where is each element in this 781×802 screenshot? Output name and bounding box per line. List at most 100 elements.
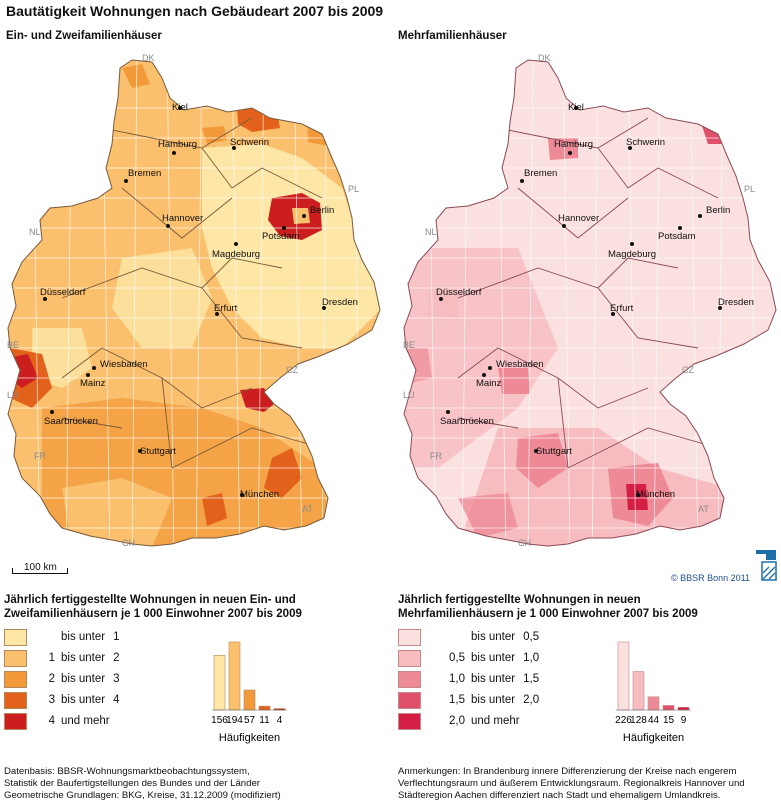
right-hist-label: 226	[615, 715, 632, 726]
r-country-label-ch: CH	[518, 538, 531, 548]
right-legend-sep: bis unter	[471, 652, 516, 664]
r-city-label-erfurt: Erfurt	[610, 303, 634, 314]
right-hist-bar	[647, 696, 660, 711]
city-label-berlin: Berlin	[310, 205, 334, 216]
left-hist-bar	[258, 705, 271, 711]
right-legend-sep: bis unter	[471, 673, 516, 685]
left-hist-bar	[213, 655, 226, 711]
country-label-ch: CH	[122, 538, 135, 548]
right-legend-to: 1,5	[523, 673, 540, 685]
left-legend-sep: bis unter	[61, 631, 106, 643]
r-country-label-dk: DK	[538, 53, 551, 63]
right-hist-bar	[677, 706, 690, 711]
city-label-schwerin: Schwerin	[230, 137, 269, 148]
r-country-label-pl: PL	[744, 184, 755, 194]
r-country-label-nl: NL	[425, 227, 437, 237]
r-country-label-cz: CZ	[682, 365, 694, 375]
r-city-label-magdeburg: Magdeburg	[608, 249, 656, 260]
left-legend-sep: bis unter	[61, 673, 106, 685]
right-hist-bar	[617, 641, 630, 711]
left-legend-from: 1	[48, 652, 55, 664]
r-city-label-hamburg: Hamburg	[554, 139, 593, 150]
country-label-lu: LU	[7, 390, 19, 400]
r-city-label-kiel: Kiel	[568, 102, 584, 113]
right-legend-sep: bis unter	[471, 694, 516, 706]
city-label-wiesbaden: Wiesbaden	[100, 359, 148, 370]
left-map-subtitle: Ein- und Zweifamilienhäuser	[6, 30, 162, 42]
left-legend-sep: bis unter	[61, 694, 106, 706]
r-country-label-at: AT	[698, 504, 709, 514]
right-hist-bar	[632, 671, 645, 711]
left-legend-to: 3	[113, 673, 120, 685]
left-hist-caption: Häufigkeiten	[219, 732, 280, 744]
footnote-left-line: Statistik der Baufertigstellungen des Bu…	[4, 778, 261, 789]
city-label-kiel: Kiel	[172, 102, 188, 113]
footnote-right-line: Städteregion Aachen differenziert nach S…	[398, 790, 721, 801]
city-label-bremen: Bremen	[128, 168, 161, 179]
country-label-be: BE	[7, 340, 19, 350]
left-legend-sep: bis unter	[61, 652, 106, 664]
right-map-subtitle: Mehrfamilienhäuser	[398, 30, 507, 42]
left-legend-title: Jährlich fertiggestellte Wohnungen in ne…	[4, 593, 302, 621]
right-legend-sep: und mehr	[471, 715, 520, 727]
r-city-label-dresden: Dresden	[718, 297, 754, 308]
r-city-label-saarbruecken: Saarbrücken	[440, 416, 494, 427]
right-legend-to: 1,0	[523, 652, 540, 664]
left-legend-to: 4	[113, 694, 120, 706]
city-label-hamburg: Hamburg	[158, 139, 197, 150]
right-legend-swatch	[398, 691, 421, 709]
country-label-fr: FR	[34, 451, 46, 461]
left-legend-title-line1: Jährlich fertiggestellte Wohnungen in ne…	[4, 594, 296, 606]
city-dot-mainz	[86, 373, 90, 377]
left-hist-label: 11	[259, 715, 270, 726]
country-label-at: AT	[302, 504, 313, 514]
r-city-label-berlin: Berlin	[706, 205, 730, 216]
right-legend-title-line1: Jährlich fertiggestellte Wohnungen in ne…	[398, 594, 641, 606]
right-legend-to: 0,5	[523, 631, 540, 643]
right-legend-from: 0,5	[449, 652, 465, 664]
city-dot-magdeburg	[234, 242, 238, 246]
footnote-right-line: Anmerkungen: In Brandenburg innere Diffe…	[398, 766, 737, 777]
right-legend-swatch	[398, 628, 421, 646]
left-legend-item: bis unter 1	[4, 628, 120, 646]
footnote-left: Datenbasis: BBSR-Wohnungsmarktbeobachtun…	[4, 766, 281, 802]
right-legend-item: 2,0 und mehr	[398, 712, 528, 730]
country-label-dk: DK	[142, 53, 155, 63]
left-legend-item: 4 und mehr	[4, 712, 118, 730]
left-legend-item: 2 bis unter 3	[4, 670, 120, 688]
city-label-stuttgart: Stuttgart	[140, 446, 176, 457]
r-city-label-stuttgart: Stuttgart	[536, 446, 572, 457]
left-legend-swatch	[4, 628, 27, 646]
right-legend-sep: bis unter	[471, 631, 516, 643]
city-label-hannover: Hannover	[162, 213, 203, 224]
city-dot-wiesbaden	[92, 366, 96, 370]
right-legend-item: 1,0 bis unter 1,5	[398, 670, 539, 688]
right-legend-swatch	[398, 649, 421, 667]
r-country-label-lu: LU	[403, 390, 415, 400]
city-label-magdeburg: Magdeburg	[212, 249, 260, 260]
city-label-saarbruecken: Saarbrücken	[44, 416, 98, 427]
left-hist-label: 194	[226, 715, 243, 726]
left-hist-bar	[228, 641, 241, 711]
right-map: Kiel Hamburg Schwerin Bremen Hannover Be…	[403, 53, 777, 548]
city-dot-potsdam	[282, 226, 286, 230]
r-city-label-schwerin: Schwerin	[626, 137, 665, 148]
left-legend-swatch	[4, 691, 27, 709]
city-dot-bremen	[124, 179, 128, 183]
r-city-label-mainz: Mainz	[476, 378, 502, 389]
left-hist-label: 156	[211, 715, 228, 726]
left-hist-label: 57	[244, 715, 256, 726]
r-city-label-wiesbaden: Wiesbaden	[496, 359, 544, 370]
right-hist-label: 9	[681, 715, 687, 726]
right-hist-label: 15	[663, 715, 675, 726]
country-label-pl: PL	[348, 184, 359, 194]
city-dot-muenchen	[240, 493, 244, 497]
city-label-potsdam: Potsdam	[262, 231, 300, 242]
city-dot-kiel	[178, 106, 182, 110]
scale-bar-label: 100 km	[24, 562, 57, 573]
city-label-muenchen: München	[240, 489, 279, 500]
r-city-label-bremen: Bremen	[524, 168, 557, 179]
left-legend-from: 3	[48, 694, 55, 706]
right-hist-label: 44	[648, 715, 660, 726]
